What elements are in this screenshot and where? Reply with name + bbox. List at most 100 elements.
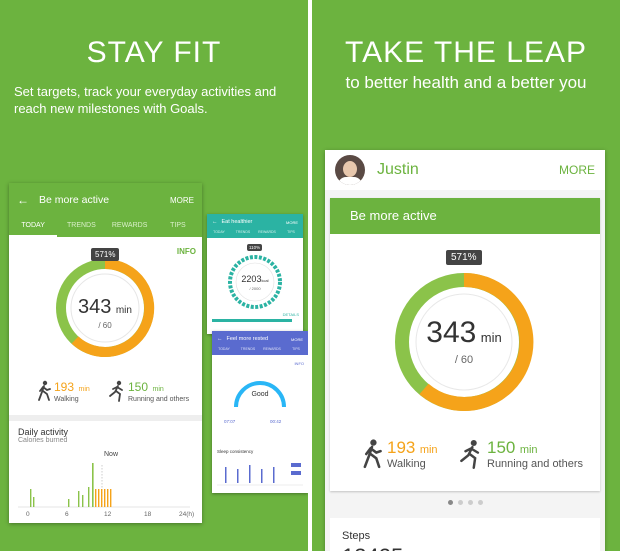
- mini1-tab-tips[interactable]: TIPS: [287, 230, 295, 234]
- running-icon: [109, 380, 123, 402]
- mini1-header: ← Eat healthier MORE: [207, 214, 303, 230]
- steps-value: 13425: [342, 544, 588, 551]
- mini2-title: Feel more rested: [226, 336, 269, 342]
- now-label: Now: [104, 451, 119, 458]
- mini2-wake-time: 07:07: [224, 419, 236, 424]
- info-button[interactable]: INFO: [176, 247, 196, 256]
- mini1-badge: 110%: [247, 244, 263, 251]
- daily-activity-section: Daily activity Calories burned Now: [9, 415, 202, 523]
- running-stat-large: 150 min Running and others: [460, 438, 583, 470]
- mini1-more[interactable]: MORE: [286, 219, 298, 225]
- goal-title: Be more active: [39, 194, 110, 206]
- profile-header: Justin MORE: [325, 150, 605, 190]
- user-name: Justin: [377, 161, 419, 178]
- activity-ring-large-graphic: [395, 272, 534, 411]
- mini2-info[interactable]: INFO: [294, 361, 304, 366]
- percent-badge: 571%: [91, 248, 120, 261]
- walking-label-large: Walking: [387, 458, 426, 470]
- calories-bar-chart: [18, 463, 190, 508]
- sleep-consistency-chart: [217, 463, 303, 486]
- mini2-more[interactable]: MORE: [291, 336, 303, 342]
- ring-value-large: 343 min: [394, 316, 534, 350]
- steps-label: Steps: [342, 530, 371, 542]
- ring-value-unit: min: [115, 305, 132, 316]
- axis-tick-18: 18: [144, 511, 152, 518]
- mini2-tabs: TODAY TRENDS REWARDS TIPS: [212, 347, 308, 355]
- page-dot-4[interactable]: [477, 500, 483, 505]
- running-value-large: 150: [487, 438, 516, 457]
- mini2-bed-time: 00:42: [270, 419, 282, 424]
- mini1-tab-trends[interactable]: TRENDS: [235, 230, 251, 234]
- running-stat: 150 min Running and others: [109, 378, 189, 403]
- activity-ring-large: 571% 343 min / 60: [394, 242, 534, 412]
- back-arrow-icon[interactable]: ←: [217, 336, 223, 342]
- ring-value-large-unit: min: [480, 330, 502, 345]
- eat-healthier-screen: ← Eat healthier MORE TODAY TRENDS REWARD…: [207, 214, 303, 334]
- back-arrow-icon[interactable]: ←: [17, 193, 29, 207]
- more-button[interactable]: MORE: [170, 195, 194, 205]
- goal-header: ← Be more active MORE: [9, 183, 202, 217]
- daily-activity-subtitle: Calories burned: [18, 437, 68, 444]
- mini1-tabs: TODAY TRENDS REWARDS TIPS: [207, 230, 303, 238]
- walking-value-large: 193: [387, 438, 416, 457]
- mini1-progress-bar: [212, 319, 292, 322]
- tab-today[interactable]: TODAY: [9, 217, 58, 237]
- mini1-title: Eat healthier: [221, 219, 253, 225]
- dashboard-card: Justin MORE Be more active 571% 343 min …: [325, 150, 605, 551]
- right-panel: TAKE THE LEAP to better health and a bet…: [312, 0, 620, 551]
- stay-fit-headline: STAY FIT: [86, 36, 222, 69]
- mini1-tab-today[interactable]: TODAY: [213, 230, 225, 234]
- walking-stat: 193 min Walking: [37, 378, 90, 403]
- walking-value: 193: [54, 380, 75, 394]
- mini1-tab-rewards[interactable]: REWARDS: [258, 230, 276, 234]
- back-arrow-icon[interactable]: ←: [212, 219, 218, 225]
- running-value: 150: [128, 380, 149, 394]
- mini2-tab-rewards[interactable]: REWARDS: [263, 347, 281, 351]
- ring-target: / 60: [98, 321, 112, 330]
- walking-unit: min: [78, 386, 90, 393]
- goals-phone-screen: ← Be more active MORE TODAY TRENDS REWAR…: [9, 183, 202, 523]
- axis-tick-24: 24(h): [179, 511, 195, 518]
- running-label: Running and others: [128, 396, 190, 403]
- walking-stat-large: 193 min Walking: [362, 438, 438, 470]
- axis-tick-0: 0: [26, 511, 30, 518]
- running-icon: [460, 439, 480, 469]
- avatar-face: [343, 161, 357, 177]
- axis-tick-6: 6: [65, 511, 69, 518]
- goal-tabs: TODAY TRENDS REWARDS TIPS: [9, 217, 202, 237]
- steps-card[interactable]: Steps 13425: [330, 518, 600, 551]
- tab-rewards[interactable]: REWARDS: [111, 222, 148, 229]
- walking-unit-large: min: [419, 444, 438, 456]
- calorie-ring: [228, 255, 282, 309]
- tab-tips[interactable]: TIPS: [170, 222, 186, 229]
- mini1-value-unit: kcal: [261, 278, 269, 283]
- mini1-details[interactable]: DETAILS: [282, 312, 299, 317]
- mini2-tab-trends[interactable]: TRENDS: [240, 347, 256, 351]
- mini2-tab-tips[interactable]: TIPS: [292, 347, 300, 351]
- more-button[interactable]: MORE: [559, 163, 595, 177]
- page-indicator: [325, 500, 605, 505]
- page-dot-1[interactable]: [447, 500, 453, 505]
- avatar[interactable]: [335, 155, 365, 185]
- running-label-large: Running and others: [487, 458, 584, 470]
- ring-value: 343 min: [55, 296, 155, 319]
- page-dot-2[interactable]: [457, 500, 463, 505]
- panel-divider: [308, 0, 312, 551]
- mini1-value: 2203kcal: [207, 274, 303, 284]
- left-panel: STAY FIT Set targets, track your everyda…: [0, 0, 308, 551]
- walking-icon: [38, 380, 51, 401]
- avatar-shirt: [338, 177, 362, 185]
- mini1-target: / 2000: [249, 286, 261, 291]
- mini2-status: Good: [251, 391, 269, 398]
- ring-value-large-number: 343: [426, 316, 477, 349]
- activity-ring-graphic: [56, 258, 155, 357]
- running-unit: min: [152, 386, 164, 393]
- daily-activity-title: Daily activity: [18, 427, 69, 437]
- tab-trends[interactable]: TRENDS: [66, 222, 96, 229]
- mini2-tab-today[interactable]: TODAY: [218, 347, 230, 351]
- sleep-gauge: [234, 381, 286, 408]
- take-the-leap-headline: TAKE THE LEAP: [345, 36, 587, 69]
- be-more-active-card[interactable]: Be more active 571% 343 min / 60: [330, 198, 600, 491]
- page-dot-3[interactable]: [467, 500, 473, 505]
- ring-target-large: / 60: [454, 354, 474, 366]
